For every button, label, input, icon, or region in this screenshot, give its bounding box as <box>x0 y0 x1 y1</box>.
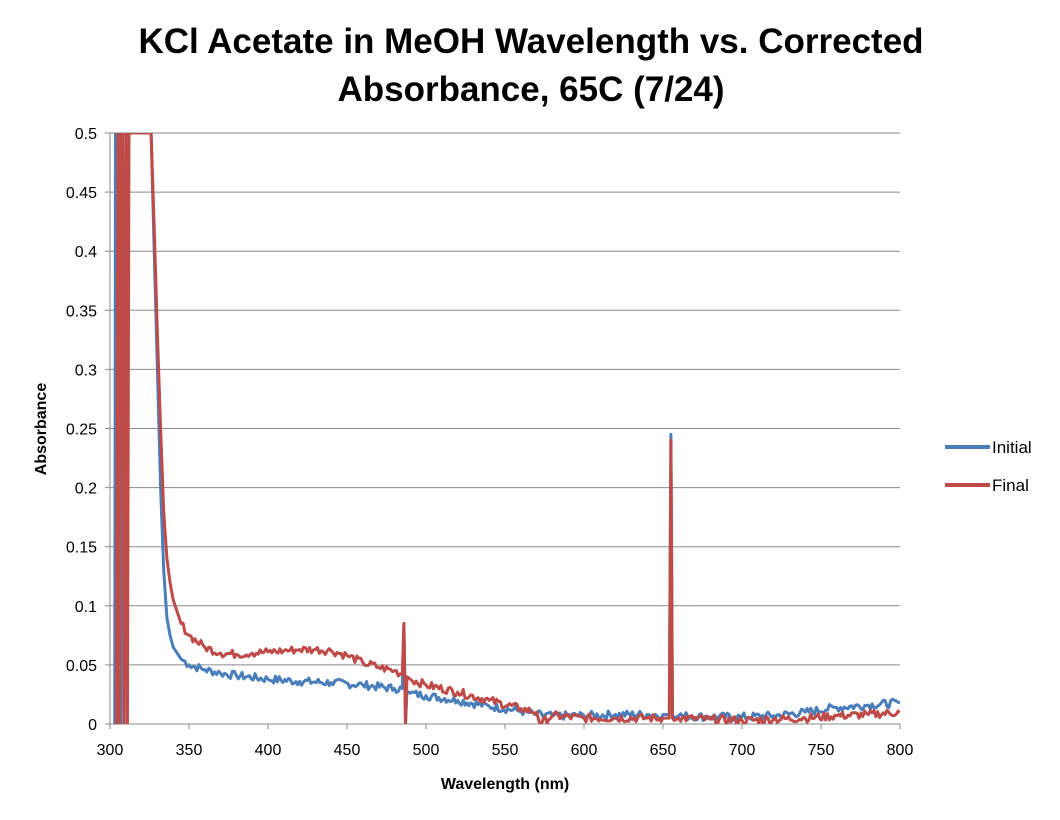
x-axis-title: Wavelength (nm) <box>441 776 569 793</box>
y-tick-label: 0.15 <box>66 540 97 557</box>
y-tick-label: 0.5 <box>75 126 97 143</box>
gridlines <box>110 132 900 666</box>
legend-label-final: Final <box>992 476 1029 495</box>
y-tick-label: 0.05 <box>66 658 97 675</box>
x-tick-label: 500 <box>413 742 440 759</box>
y-tick-label: 0.2 <box>75 481 97 498</box>
chart-title: KCl Acetate in MeOH Wavelength vs. Corre… <box>138 22 923 109</box>
plot-area <box>113 133 900 724</box>
y-axis-title: Absorbance <box>33 383 50 476</box>
x-tick-label: 700 <box>729 742 756 759</box>
y-tick-label: 0.3 <box>75 362 97 379</box>
y-tick-label: 0 <box>88 717 97 734</box>
y-tick-label: 0.35 <box>66 303 97 320</box>
chart-title-line-2: Absorbance, 65C (7/24) <box>337 70 724 109</box>
y-tick-label: 0.4 <box>75 244 97 261</box>
x-tick-label: 550 <box>492 742 519 759</box>
y-tick-labels: 0 0.05 0.1 0.15 0.2 0.25 0.3 0.35 0.4 0.45 0.5 <box>66 126 97 734</box>
legend: Initial Final <box>945 438 1032 495</box>
x-tick-label: 650 <box>650 742 677 759</box>
series-line-final <box>114 133 900 724</box>
y-tick-label: 0.1 <box>75 599 97 616</box>
series-line-initial <box>113 133 900 724</box>
x-tick-label: 350 <box>176 742 203 759</box>
y-tick-label: 0.25 <box>66 422 97 439</box>
x-tick-label: 450 <box>334 742 361 759</box>
x-tick-label: 800 <box>887 742 914 759</box>
legend-label-initial: Initial <box>992 438 1032 457</box>
axes <box>105 132 901 729</box>
y-tick-label: 0.45 <box>66 185 97 202</box>
x-tick-label: 400 <box>255 742 282 759</box>
x-tick-label: 600 <box>571 742 598 759</box>
x-tick-labels: 300 350 400 450 500 550 600 650 700 750 800 <box>97 742 914 759</box>
x-tick-label: 300 <box>97 742 124 759</box>
x-tick-label: 750 <box>808 742 835 759</box>
chart-title-line-1: KCl Acetate in MeOH Wavelength vs. Corre… <box>138 22 923 61</box>
